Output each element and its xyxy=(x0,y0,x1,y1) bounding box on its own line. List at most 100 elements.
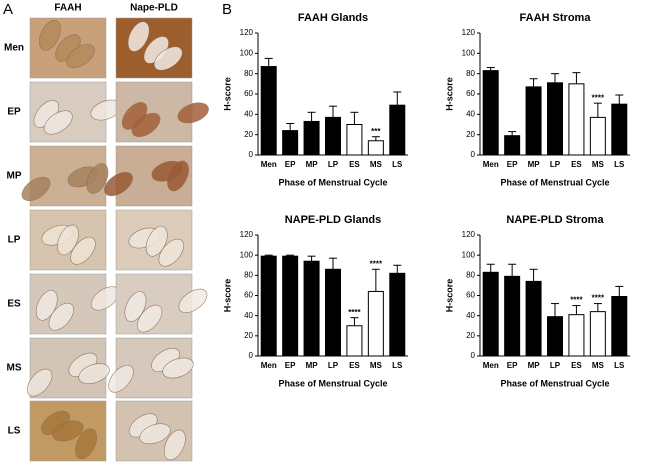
chart-title: FAAH Stroma xyxy=(520,12,592,24)
x-axis-label: Phase of Menstrual Cycle xyxy=(500,177,609,187)
significance: **** xyxy=(348,308,361,317)
gland xyxy=(127,21,150,52)
y-tick-label: 20 xyxy=(244,331,253,340)
y-tick-label: 80 xyxy=(244,270,253,279)
micrograph xyxy=(104,145,193,207)
x-tick-label: ES xyxy=(349,361,360,370)
bar xyxy=(260,66,277,156)
x-tick-label: LS xyxy=(392,361,403,370)
gland xyxy=(124,291,147,322)
y-tick-label: 0 xyxy=(471,351,476,360)
row-label: LS xyxy=(8,426,21,437)
bar xyxy=(611,296,628,357)
gland xyxy=(136,304,163,333)
significance: **** xyxy=(570,296,583,305)
micrograph xyxy=(115,209,193,271)
gland xyxy=(43,110,73,135)
panel-label: A xyxy=(3,1,13,18)
chart-title: NAPE-PLD Glands xyxy=(285,214,382,226)
y-tick-label: 0 xyxy=(249,351,254,360)
y-axis-label: H-score xyxy=(444,77,454,111)
x-tick-label: Men xyxy=(261,160,277,169)
bar xyxy=(303,260,320,357)
y-axis-label: H-score xyxy=(222,77,232,111)
x-tick-label: Men xyxy=(483,160,499,169)
bar xyxy=(303,120,320,156)
bar xyxy=(325,116,341,156)
bar xyxy=(367,290,384,357)
micrograph xyxy=(115,81,209,143)
y-tick-label: 120 xyxy=(240,28,254,37)
row-label: ES xyxy=(7,299,21,310)
x-tick-label: Men xyxy=(261,361,277,370)
gland xyxy=(131,112,161,138)
y-tick-label: 120 xyxy=(462,28,476,37)
y-tick-label: 40 xyxy=(244,311,253,320)
x-tick-label: LP xyxy=(550,160,561,169)
x-tick-label: EP xyxy=(285,160,296,169)
gland xyxy=(108,364,134,393)
y-tick-label: 80 xyxy=(466,270,475,279)
gland xyxy=(48,302,74,331)
x-tick-label: LP xyxy=(550,361,561,370)
y-tick-label: 60 xyxy=(466,291,475,300)
gland xyxy=(78,363,110,385)
gland xyxy=(145,225,168,257)
y-tick-label: 20 xyxy=(244,130,253,139)
y-tick-label: 0 xyxy=(471,150,476,159)
gland xyxy=(21,176,51,202)
micrograph xyxy=(115,273,208,335)
bar xyxy=(367,140,384,156)
y-tick-label: 80 xyxy=(466,69,475,78)
y-tick-label: 0 xyxy=(249,150,254,159)
gland xyxy=(39,20,61,51)
x-axis-label: Phase of Menstrual Cycle xyxy=(500,378,609,388)
x-tick-label: MP xyxy=(528,361,541,370)
bar xyxy=(525,86,542,156)
micrograph xyxy=(29,17,107,79)
bar xyxy=(589,311,606,357)
bar xyxy=(547,82,563,156)
x-tick-label: MS xyxy=(592,361,605,370)
chart-title: FAAH Glands xyxy=(298,12,368,24)
bar xyxy=(482,271,499,357)
bar xyxy=(504,135,521,156)
gland xyxy=(139,423,171,445)
gland xyxy=(167,160,189,192)
row-label: LP xyxy=(8,235,21,246)
micrograph xyxy=(21,145,109,207)
x-tick-label: MP xyxy=(306,361,319,370)
x-tick-label: LP xyxy=(328,160,339,169)
micrograph xyxy=(115,17,193,79)
y-tick-label: 60 xyxy=(466,89,475,98)
row-label: Men xyxy=(4,43,24,54)
gland xyxy=(178,288,208,313)
x-tick-label: LS xyxy=(614,160,625,169)
gland xyxy=(52,420,84,442)
gland xyxy=(104,171,133,197)
gland xyxy=(26,368,53,397)
x-tick-label: ES xyxy=(349,160,360,169)
gland xyxy=(153,46,183,71)
bar xyxy=(260,255,277,357)
significance: **** xyxy=(370,259,383,268)
significance: **** xyxy=(592,93,605,102)
significance: **** xyxy=(592,294,605,303)
y-tick-label: 40 xyxy=(466,311,475,320)
y-tick-label: 60 xyxy=(244,89,253,98)
gland xyxy=(158,238,184,267)
bar xyxy=(282,255,299,357)
y-tick-label: 100 xyxy=(462,48,476,57)
y-tick-label: 40 xyxy=(466,109,475,118)
x-tick-label: LS xyxy=(614,361,625,370)
micrograph xyxy=(29,81,122,143)
gland xyxy=(163,429,186,461)
significance: *** xyxy=(371,127,381,136)
bar xyxy=(568,83,585,156)
bar xyxy=(389,272,406,357)
bar xyxy=(525,280,542,357)
y-tick-label: 120 xyxy=(462,230,476,239)
gland xyxy=(66,43,95,69)
x-tick-label: EP xyxy=(507,361,518,370)
bar xyxy=(504,275,521,357)
